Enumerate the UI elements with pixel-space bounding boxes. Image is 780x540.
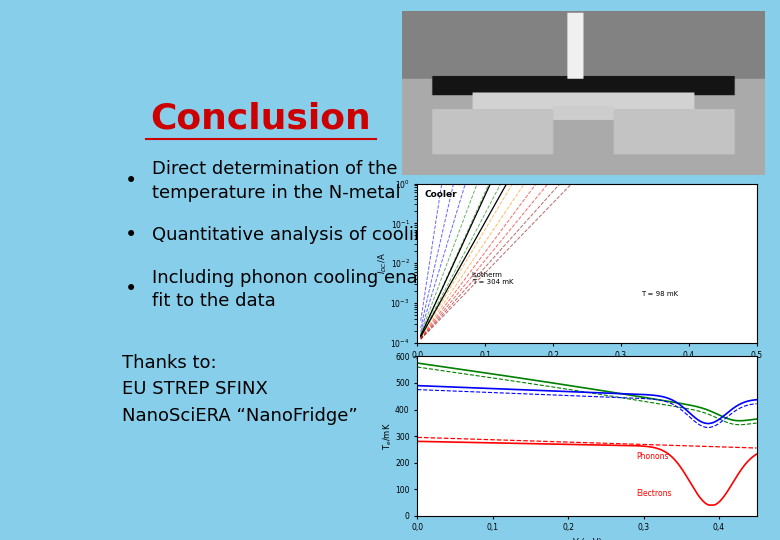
Y-axis label: $I_{DC}$/A: $I_{DC}$/A	[377, 252, 389, 274]
Text: Direct determination of the electronic
temperature in the N-metal: Direct determination of the electronic t…	[152, 160, 492, 202]
X-axis label: V (mV): V (mV)	[573, 365, 601, 374]
Text: •: •	[125, 171, 136, 191]
Text: Quantitative analysis of cooling: Quantitative analysis of cooling	[152, 226, 437, 244]
Text: Thanks to:
EU STREP SFINX
NanoSciERA “NanoFridge”: Thanks to: EU STREP SFINX NanoSciERA “Na…	[122, 354, 357, 424]
Text: Phonons: Phonons	[636, 451, 668, 461]
X-axis label: V (mV): V (mV)	[573, 538, 601, 540]
Text: •: •	[125, 279, 136, 299]
Text: Isotherm
T = 304 mK: Isotherm T = 304 mK	[472, 272, 513, 285]
Text: Cooler: Cooler	[424, 190, 457, 199]
Text: Electrons: Electrons	[636, 489, 672, 498]
Y-axis label: T$_{e}$/mK: T$_{e}$/mK	[381, 422, 394, 450]
Text: Including phonon cooling enables a good
fit to the data: Including phonon cooling enables a good …	[152, 268, 522, 310]
Text: Conclusion: Conclusion	[151, 102, 371, 136]
Text: •: •	[125, 225, 136, 245]
Text: T = 98 mK: T = 98 mK	[641, 291, 679, 297]
